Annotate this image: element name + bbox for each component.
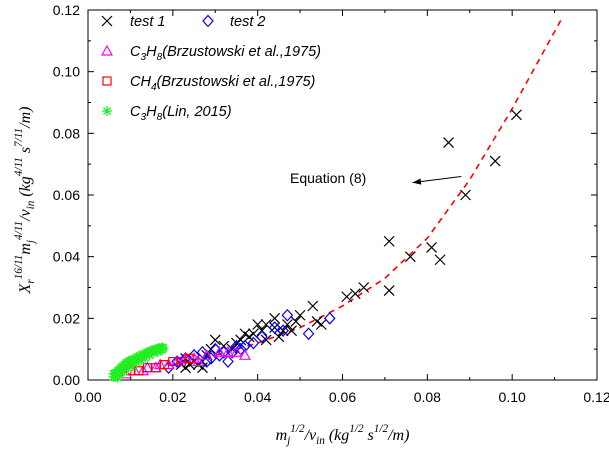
test1-point [460,189,471,201]
legend-marker-test2 [202,14,214,28]
test1-point [294,309,306,321]
y-axis-label: Xr16/11mj4/11/vin (kg4/11 s7/11/m) [13,107,37,295]
y-tick-label: 0.12 [53,2,80,18]
c3h8_lin-point [157,344,168,355]
test1-point [358,282,370,293]
legend-marker-test1 [101,15,113,27]
test1-point [290,315,302,327]
y-tick-label: 0.10 [53,64,80,80]
plot-frame [87,9,598,381]
test1-point [197,362,208,374]
test1-point [252,319,264,330]
test1-point [269,312,281,324]
c3h8_lin-point [123,363,134,374]
test1-point [404,251,416,263]
y-tick-label: 0.08 [53,125,80,141]
test1-point [510,109,522,121]
y-tick-label: 0.06 [53,187,80,203]
x-tick-label: 0.08 [414,389,441,405]
equation-8-curve [172,15,564,366]
annotation-label: Equation (8) [290,170,366,186]
test2-point [222,355,234,368]
c3h8_lin-point [112,372,123,383]
y-tick-label: 0.02 [53,310,80,326]
test2-point [256,330,268,344]
test1-point [434,254,446,266]
c3h8_lin-point [152,346,163,357]
x-axis-label: mj1/2/vin (kg1/2 s1/2/m) [276,423,410,447]
legend-label-c3h8_lin: C3H8(Lin, 2015) [130,104,232,123]
test1-point [443,137,454,149]
test1-point [286,325,298,337]
c3h8_lin-point [148,347,159,358]
legend: test 1 test 2 C3H8(Brzustowski et al.,1975… [100,14,321,123]
series-test1 [175,109,522,374]
legend-label-c3h8_brz: C3H8(Brzustowski et al.,1975) [130,44,321,63]
legend-label-test1: test 1 [130,14,165,30]
c3h8_lin-point [119,366,130,377]
c3h8_lin-point [114,369,125,380]
test1-point [489,155,501,167]
x-tick-label: 0.04 [244,389,271,405]
c3h8_lin-point [136,355,147,366]
c3h8_brz-point [192,355,205,367]
c3h8_lin-point [127,360,138,371]
legend-marker-c3h8_brz [100,44,114,56]
c3h8_lin-point [108,368,119,379]
test1-point [349,288,361,300]
x-tick-label: 0.10 [499,389,526,405]
c3h8_brz-point [213,346,226,357]
test2-point [277,324,289,338]
test2-point [230,339,243,353]
legend-marker-ch4_brz [102,76,112,86]
c3h8_lin-point [140,352,151,363]
legend-label-test2: test 2 [230,14,265,30]
y-axis-label-group: Xr16/11mj4/11/vin (kg4/11 s7/11/m) [13,107,37,295]
test2-point [268,321,281,334]
c3h8_lin-point [131,357,142,368]
test1-point [315,319,327,330]
test1-point [307,300,319,312]
test2-point [171,355,183,368]
test1-point [281,319,293,330]
test2-point [247,336,260,350]
test2-point [217,345,230,359]
test1-point [383,235,395,247]
x-tick-label: 0.02 [159,389,186,405]
test1-point [383,285,395,297]
test1-point [273,331,285,343]
test2-point [302,327,315,341]
legend-label-ch4_brz: CH4(Brzustowski et al.,1975) [130,74,315,93]
c3h8_brz-point [230,346,243,357]
y-axis: 0.00 0.02 0.04 0.06 0.08 0.10 0.12 [53,2,597,388]
x-tick-label: 0.00 [74,389,101,405]
test2-point [323,311,336,325]
c3h8_brz-point [238,349,251,360]
c3h8_brz-point [200,349,213,360]
y-tick-label: 0.00 [53,372,80,388]
series-c3h8_lin [108,342,169,383]
x-tick-label: 0.12 [583,389,609,405]
test1-point [209,334,221,346]
x-tick-label: 0.06 [329,389,356,405]
y-tick-label: 0.04 [53,249,80,265]
annotation-arrow-head [412,178,422,185]
x-axis: 0.00 0.02 0.04 0.06 0.08 0.10 0.12 [74,10,609,405]
test1-point [239,328,251,340]
test1-point [180,362,191,374]
ch4_brz-point [185,353,195,364]
test1-point [426,241,437,253]
test2-point [281,308,294,322]
c3h8_lin-point [144,350,155,361]
legend-marker-c3h8_lin [102,106,112,116]
c3h8_brz-point [221,346,234,357]
test1-point [341,291,353,303]
test1-point [260,334,272,346]
